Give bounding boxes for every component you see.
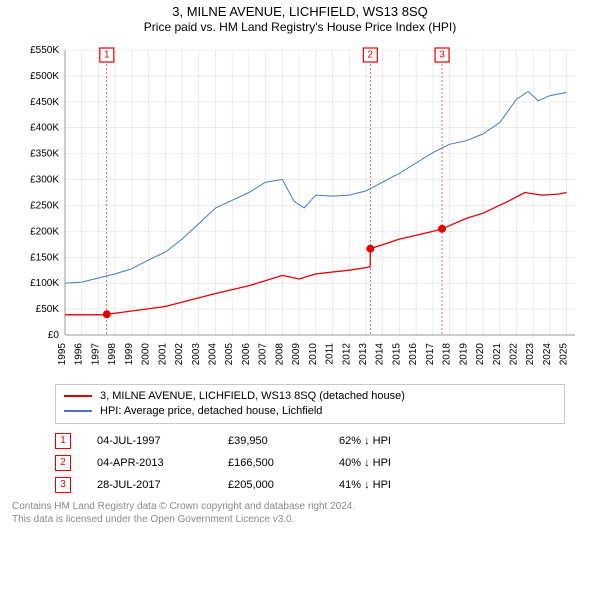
svg-text:1997: 1997: [90, 343, 101, 366]
attribution: Contains HM Land Registry data © Crown c…: [12, 500, 588, 526]
svg-text:1999: 1999: [124, 343, 135, 366]
svg-text:2017: 2017: [425, 343, 436, 366]
svg-text:£350K: £350K: [30, 149, 59, 160]
svg-text:1995: 1995: [57, 343, 68, 366]
svg-text:3: 3: [439, 50, 445, 61]
svg-text:2022: 2022: [508, 343, 519, 366]
svg-text:£100K: £100K: [30, 278, 59, 289]
sale-price: £205,000: [228, 479, 313, 491]
sale-marker-icon: 1: [55, 433, 71, 449]
svg-text:2002: 2002: [174, 343, 185, 366]
sale-price: £39,950: [228, 435, 313, 447]
sale-delta: 40% ↓ HPI: [339, 457, 391, 469]
svg-text:2: 2: [368, 50, 374, 61]
legend-swatch: [64, 410, 92, 412]
sales-row: 3 28-JUL-2017 £205,000 41% ↓ HPI: [55, 474, 565, 496]
svg-text:2014: 2014: [375, 343, 386, 366]
sale-marker-icon: 3: [55, 477, 71, 493]
legend-label: HPI: Average price, detached house, Lich…: [100, 404, 322, 419]
svg-text:2012: 2012: [341, 343, 352, 366]
svg-text:2023: 2023: [525, 343, 536, 366]
svg-text:£500K: £500K: [30, 71, 59, 82]
sale-date: 28-JUL-2017: [97, 479, 202, 491]
svg-text:2011: 2011: [325, 343, 336, 365]
svg-text:2001: 2001: [157, 343, 168, 366]
svg-text:£300K: £300K: [30, 175, 59, 186]
attribution-line-1: Contains HM Land Registry data © Crown c…: [12, 500, 588, 513]
svg-text:£0: £0: [48, 330, 60, 341]
legend: 3, MILNE AVENUE, LICHFIELD, WS13 8SQ (de…: [55, 384, 565, 424]
legend-item: HPI: Average price, detached house, Lich…: [64, 404, 556, 419]
svg-text:2025: 2025: [559, 343, 570, 366]
svg-text:2000: 2000: [141, 343, 152, 366]
svg-text:£50K: £50K: [36, 304, 60, 315]
svg-text:1998: 1998: [107, 343, 118, 366]
sale-marker-icon: 2: [55, 455, 71, 471]
sale-price: £166,500: [228, 457, 313, 469]
legend-label: 3, MILNE AVENUE, LICHFIELD, WS13 8SQ (de…: [100, 389, 405, 404]
sales-table: 1 04-JUL-1997 £39,950 62% ↓ HPI 2 04-APR-2013…: [55, 430, 565, 496]
svg-text:£150K: £150K: [30, 252, 59, 263]
chart-subtitle: Price paid vs. HM Land Registry's House …: [0, 20, 600, 40]
sale-date: 04-APR-2013: [97, 457, 202, 469]
attribution-line-2: This data is licensed under the Open Gov…: [12, 513, 588, 526]
svg-text:2008: 2008: [274, 343, 285, 366]
svg-text:£450K: £450K: [30, 97, 59, 108]
svg-text:£550K: £550K: [30, 45, 59, 56]
svg-text:2007: 2007: [258, 343, 269, 366]
svg-text:1996: 1996: [74, 343, 85, 366]
sale-date: 04-JUL-1997: [97, 435, 202, 447]
svg-text:2018: 2018: [442, 343, 453, 366]
svg-text:2013: 2013: [358, 343, 369, 366]
svg-text:£200K: £200K: [30, 226, 59, 237]
svg-text:2021: 2021: [492, 343, 503, 366]
svg-text:2009: 2009: [291, 343, 302, 366]
svg-text:2024: 2024: [542, 343, 553, 366]
chart-title: 3, MILNE AVENUE, LICHFIELD, WS13 8SQ: [0, 0, 600, 20]
svg-text:2010: 2010: [308, 343, 319, 366]
sale-delta: 62% ↓ HPI: [339, 435, 391, 447]
svg-text:2016: 2016: [408, 343, 419, 366]
svg-text:2006: 2006: [241, 343, 252, 366]
svg-text:2019: 2019: [458, 343, 469, 366]
svg-text:2005: 2005: [224, 343, 235, 366]
price-vs-hpi-chart: £0 £50K £100K £150K £200K £250K £300K £350K £400…: [15, 40, 585, 380]
sales-row: 2 04-APR-2013 £166,500 40% ↓ HPI: [55, 452, 565, 474]
svg-text:2004: 2004: [207, 343, 218, 366]
svg-text:1: 1: [104, 50, 110, 61]
sale-delta: 41% ↓ HPI: [339, 479, 391, 491]
svg-text:2020: 2020: [475, 343, 486, 366]
legend-swatch: [64, 395, 92, 397]
svg-text:£400K: £400K: [30, 123, 59, 134]
svg-text:2003: 2003: [191, 343, 202, 366]
legend-item: 3, MILNE AVENUE, LICHFIELD, WS13 8SQ (de…: [64, 389, 556, 404]
sales-row: 1 04-JUL-1997 £39,950 62% ↓ HPI: [55, 430, 565, 452]
svg-text:£250K: £250K: [30, 200, 59, 211]
svg-text:2015: 2015: [391, 343, 402, 366]
